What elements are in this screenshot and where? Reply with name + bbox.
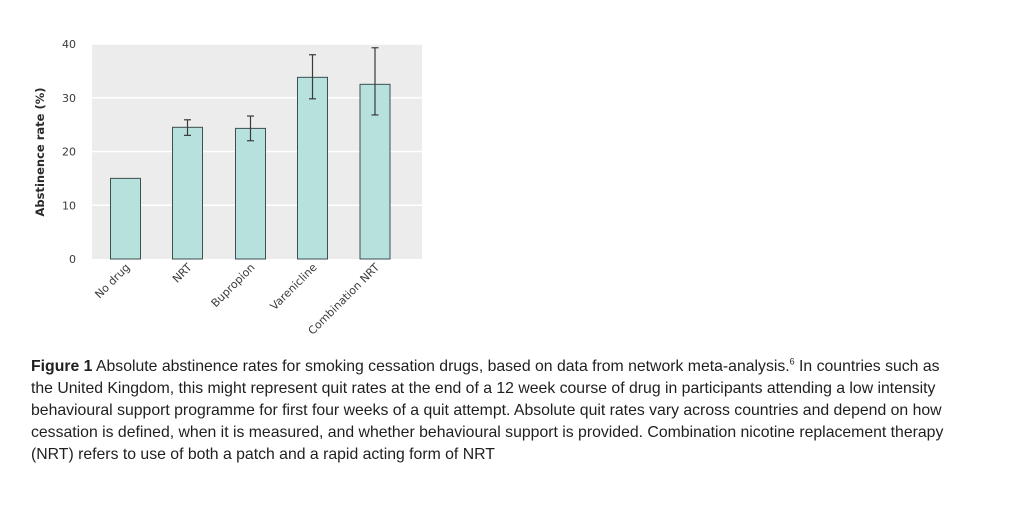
error-bar xyxy=(371,47,379,116)
category-label: NRT xyxy=(170,261,195,286)
bar-chart: 0 10 20 30 40 No drug NRT Bupropion Varenicline… xyxy=(33,38,422,338)
caption-text-2: In countries such as the United Kingdom,… xyxy=(31,358,944,463)
bar xyxy=(172,126,203,260)
bar xyxy=(110,177,141,260)
y-tick-label: 30 xyxy=(62,92,76,105)
error-bar xyxy=(184,119,191,136)
bar xyxy=(297,76,328,260)
bars xyxy=(110,76,391,260)
category-labels: No drug NRT Bupropion VareniclineCombinatio… xyxy=(92,261,382,338)
y-tick-label: 20 xyxy=(62,146,76,159)
caption-text-1: Absolute abstinence rates for smoking ce… xyxy=(92,358,790,375)
category-label: Bupropion xyxy=(209,261,258,310)
y-tick-label: 0 xyxy=(69,253,76,266)
error-bar xyxy=(247,115,254,142)
y-tick-label: 10 xyxy=(62,199,76,212)
category-label: Varenicline xyxy=(268,261,320,313)
y-axis-title: Abstinence rate (%) xyxy=(33,88,47,217)
figure-caption: Figure 1 Absolute abstinence rates for s… xyxy=(31,356,961,466)
error-bar xyxy=(309,54,316,100)
bar xyxy=(235,127,266,260)
reference-superscript: 6 xyxy=(789,356,795,367)
error-bars xyxy=(184,47,379,142)
figure-label: Figure 1 xyxy=(31,358,93,375)
category-label: No drug xyxy=(92,261,132,301)
y-tick-labels: 0 10 20 30 40 xyxy=(62,38,76,266)
y-tick-label: 40 xyxy=(62,38,76,51)
